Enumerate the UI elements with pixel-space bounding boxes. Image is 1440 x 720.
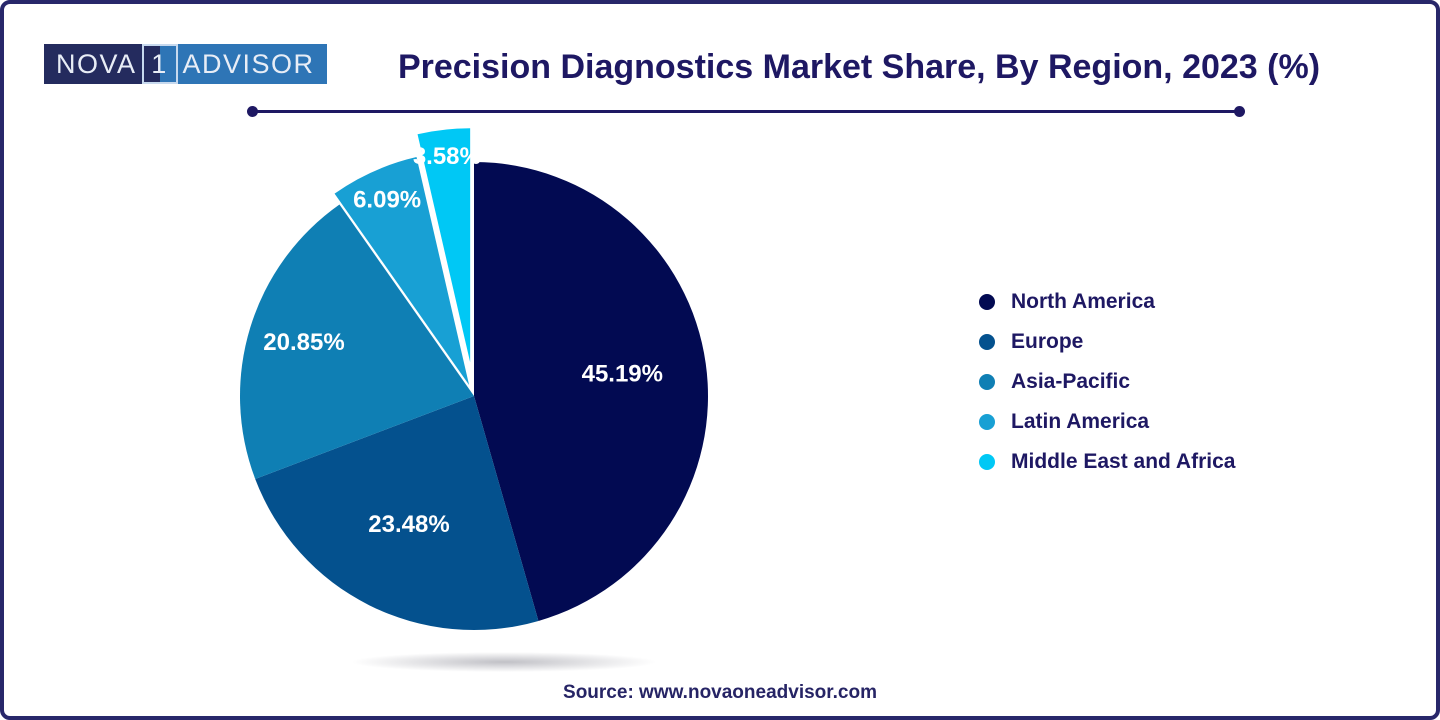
pie-chart: 45.19% 23.48% 20.85% 6.09% 3.58% [239,128,709,631]
slice-value-label: 23.48% [368,511,449,538]
legend-item-middle-east-and-africa: Middle East and Africa [979,448,1235,476]
legend-dot-icon [979,374,995,390]
legend-dot-icon [979,454,995,470]
slice-value-label: 6.09% [353,187,421,214]
legend-dot-icon [979,414,995,430]
slice-value-label: 3.58% [413,143,481,170]
logo-nova-text: NOVA [44,44,142,84]
slice-value-label: 20.85% [263,329,344,356]
legend-label: Asia-Pacific [1011,370,1131,393]
legend-label: Latin America [1011,410,1150,433]
source-text: Source: www.novaoneadvisor.com [563,682,877,703]
legend-dot-icon [979,334,995,350]
logo-advisor-text: ADVISOR [177,44,327,84]
pie-slice-asia-pacific [239,204,474,479]
pie-slice-middle-east-and-africa [417,128,471,363]
legend-label: Europe [1011,330,1084,353]
legend-dot-icon [979,294,995,310]
legend-item-north-america: North America [979,288,1235,316]
legend-label: Middle East and Africa [1011,450,1236,473]
logo-one-badge: 1 [141,44,178,84]
legend-item-latin-america: Latin America [979,408,1235,436]
rule-end-dot-right [1234,106,1245,117]
rule-end-dot-left [247,106,258,117]
pie-drop-shadow [292,648,716,676]
chart-title: Precision Diagnostics Market Share, By R… [397,48,1321,86]
pie-slice-north-america [474,162,709,621]
pie-slice-europe [255,396,539,631]
nova-one-advisor-logo: NOVA 1 ADVISOR [44,44,327,84]
legend: North America Europe Asia-Pacific Latin Ame… [979,288,1235,476]
legend-item-europe: Europe [979,328,1235,356]
legend-item-asia-pacific: Asia-Pacific [979,368,1235,396]
slice-value-label: 45.19% [582,361,663,388]
legend-label: North America [1011,290,1155,313]
pie-slice-latin-america [334,157,470,386]
title-underline [247,106,1245,117]
